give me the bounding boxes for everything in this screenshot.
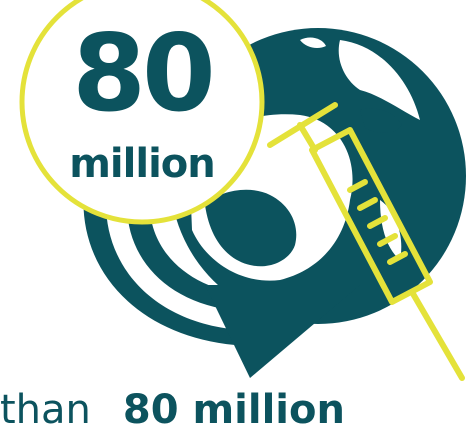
caption-plain: than [0, 387, 91, 430]
badge-circle [19, 0, 265, 225]
syringe-icon [267, 102, 465, 381]
stat-unit: million [69, 141, 215, 187]
caption-strong: 80 million [122, 387, 345, 430]
stat-number: 80 [72, 12, 216, 135]
caption: than 80 million [0, 386, 467, 430]
